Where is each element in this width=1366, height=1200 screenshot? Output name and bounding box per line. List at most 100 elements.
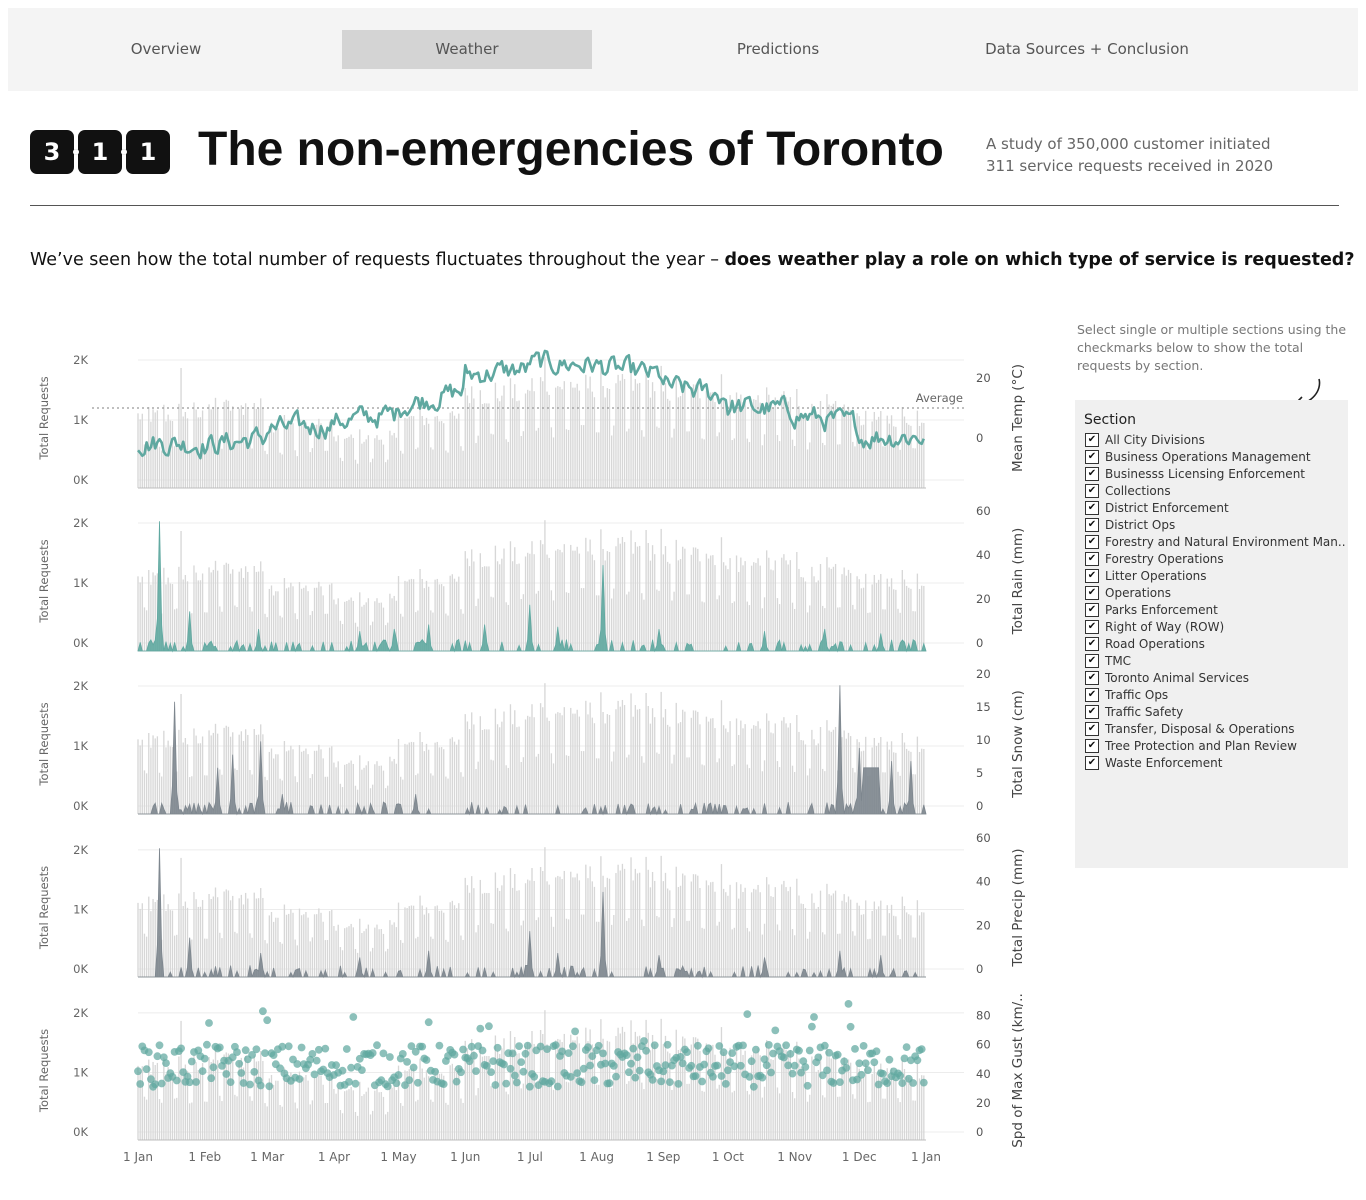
section-item[interactable]: ✔ Traffic Safety [1085, 703, 1346, 720]
checkbox[interactable]: ✔ [1085, 551, 1099, 566]
section-item[interactable]: ✔ Parks Enforcement [1085, 601, 1346, 618]
request-bar [557, 875, 559, 977]
x-tick-label: 1 Mar [250, 1150, 284, 1164]
request-bar [578, 1043, 581, 1140]
request-bar [522, 431, 525, 488]
request-bar [234, 768, 236, 814]
request-bar [572, 1040, 574, 1140]
section-item[interactable]: ✔ Right of Way (ROW) [1085, 618, 1346, 635]
section-item[interactable]: ✔ Forestry Operations [1085, 550, 1346, 567]
request-bar [244, 1055, 247, 1140]
section-item[interactable]: ✔ District Enforcement [1085, 499, 1346, 516]
request-bar [686, 920, 688, 977]
section-item[interactable]: ✔ District Ops [1085, 516, 1346, 533]
request-bar [800, 739, 802, 814]
request-bar [180, 1020, 182, 1140]
request-bar [412, 742, 415, 814]
section-item[interactable]: ✔ Traffic Ops [1085, 686, 1346, 703]
checkbox[interactable]: ✔ [1085, 449, 1099, 464]
checkbox[interactable]: ✔ [1085, 687, 1099, 702]
section-item[interactable]: ✔ TMC [1085, 652, 1346, 669]
request-bar [692, 710, 695, 814]
tab-predictions[interactable]: Predictions [736, 40, 820, 58]
request-bar [333, 1089, 335, 1140]
request-bar [464, 551, 466, 651]
tab-weather[interactable]: Weather [342, 30, 592, 69]
tab-data-sources-conclusion[interactable]: Data Sources + Conclusion [985, 40, 1189, 58]
x-tick-label: 1 Oct [712, 1150, 744, 1164]
request-bar [555, 713, 557, 814]
section-item-label: Traffic Ops [1105, 687, 1169, 702]
checkbox[interactable]: ✔ [1085, 636, 1099, 651]
gust-point [594, 1041, 603, 1050]
request-bar [651, 708, 654, 814]
request-bar [871, 1073, 873, 1140]
request-bar [236, 769, 238, 814]
section-item[interactable]: ✔ Tree Protection and Plan Review [1085, 737, 1346, 754]
request-bar [574, 550, 576, 651]
request-bar [432, 449, 434, 488]
checkbox[interactable]: ✔ [1085, 619, 1099, 634]
request-bar [690, 391, 692, 488]
request-bar [212, 896, 215, 977]
request-bar [387, 948, 389, 977]
request-bar [320, 586, 322, 651]
section-item[interactable]: ✔ All City Divisions [1085, 431, 1346, 448]
checkbox[interactable]: ✔ [1085, 585, 1099, 600]
request-bar [899, 1102, 901, 1140]
checkbox[interactable]: ✔ [1085, 517, 1099, 532]
request-bar [266, 1106, 268, 1140]
request-bar [395, 600, 398, 651]
right-tick-label: 60 [976, 504, 991, 518]
gust-point [521, 1049, 530, 1058]
request-bar [600, 1019, 602, 1140]
section-item[interactable]: ✔ Waste Enforcement [1085, 754, 1346, 771]
request-bar [535, 920, 537, 977]
checkbox[interactable]: ✔ [1085, 483, 1099, 498]
section-item[interactable]: ✔ Business Operations Management [1085, 448, 1346, 465]
section-item[interactable]: ✔ Operations [1085, 584, 1346, 601]
tab-overview[interactable]: Overview [130, 40, 202, 58]
section-item[interactable]: ✔ Road Operations [1085, 635, 1346, 652]
gust-point [246, 1080, 254, 1089]
checkbox[interactable]: ✔ [1085, 670, 1099, 685]
section-item[interactable]: ✔ Collections [1085, 482, 1346, 499]
section-item[interactable]: ✔ Forestry and Natural Environment Man.. [1085, 533, 1346, 550]
request-bar [660, 528, 662, 651]
request-bar [212, 1059, 215, 1140]
checkbox[interactable]: ✔ [1085, 704, 1099, 719]
request-bar [903, 1069, 906, 1140]
request-bar [720, 864, 723, 977]
checkbox[interactable]: ✔ [1085, 534, 1099, 549]
request-bar [300, 751, 303, 814]
request-bar [320, 912, 322, 977]
checkbox[interactable]: ✔ [1085, 432, 1099, 447]
request-bar [604, 723, 606, 814]
request-bar [912, 611, 914, 651]
gust-point [917, 1045, 926, 1053]
request-bar [615, 1036, 617, 1140]
checkbox[interactable]: ✔ [1085, 568, 1099, 583]
request-bar [210, 735, 212, 814]
request-bar [524, 1046, 527, 1140]
request-bar [247, 571, 249, 651]
section-item[interactable]: ✔ Toronto Animal Services [1085, 669, 1346, 686]
request-bar [451, 900, 453, 977]
section-item[interactable]: ✔ Businesss Licensing Enforcement [1085, 465, 1346, 482]
right-tick-label: 15 [976, 700, 991, 714]
checkbox[interactable]: ✔ [1085, 721, 1099, 736]
checkbox[interactable]: ✔ [1085, 602, 1099, 617]
checkbox[interactable]: ✔ [1085, 755, 1099, 770]
gust-point [736, 1061, 745, 1070]
gust-point [883, 1079, 892, 1087]
section-item[interactable]: ✔ Transfer, Disposal & Operations [1085, 720, 1346, 737]
request-bar [503, 1038, 505, 1140]
checkbox[interactable]: ✔ [1085, 653, 1099, 668]
checkbox[interactable]: ✔ [1085, 738, 1099, 753]
section-item[interactable]: ✔ Litter Operations [1085, 567, 1346, 584]
checkbox[interactable]: ✔ [1085, 466, 1099, 481]
checkbox[interactable]: ✔ [1085, 500, 1099, 515]
gust-point [588, 1052, 597, 1060]
request-bar [223, 401, 225, 488]
request-bar [333, 436, 335, 488]
